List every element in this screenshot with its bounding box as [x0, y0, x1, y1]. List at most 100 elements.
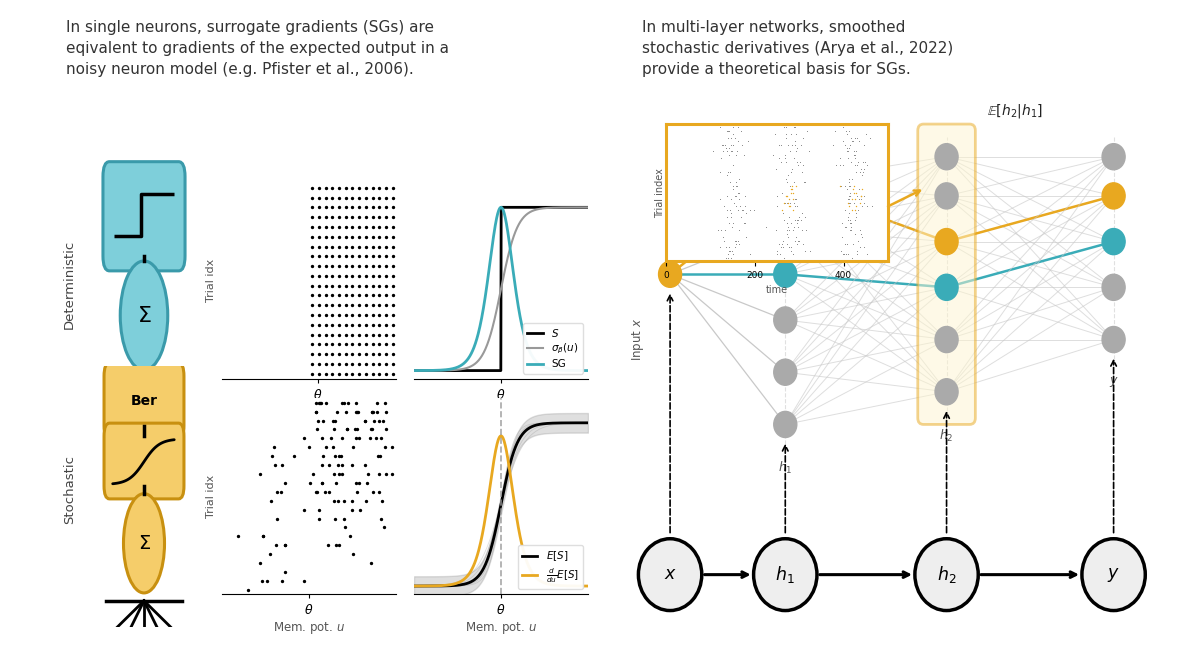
Point	[835, 204, 854, 215]
X-axis label: Mem. pot. $u$: Mem. pot. $u$	[274, 620, 344, 636]
Circle shape	[120, 261, 168, 370]
Point	[846, 212, 865, 222]
Text: $\mathbb{E}[h_2|h_1]$: $\mathbb{E}[h_2|h_1]$	[986, 102, 1043, 120]
Point	[778, 239, 797, 249]
Point	[732, 212, 751, 222]
FancyBboxPatch shape	[918, 124, 976, 424]
Point	[722, 246, 742, 256]
$\frac{d}{du}E[S]$	[577, 582, 592, 590]
Point	[846, 160, 865, 170]
Point	[787, 218, 806, 229]
Point	[724, 249, 743, 259]
Text: Ber: Ber	[131, 394, 157, 408]
Point	[794, 239, 814, 249]
$\frac{d}{du}E[S]$	[550, 581, 564, 589]
Point	[839, 195, 858, 205]
Point	[848, 157, 868, 167]
Point	[792, 167, 811, 178]
Point	[797, 225, 816, 236]
Point	[703, 146, 722, 157]
Text: $x$: $x$	[664, 566, 677, 583]
Point	[719, 246, 738, 256]
Point	[780, 180, 799, 191]
Point	[858, 160, 877, 170]
Point	[718, 125, 737, 136]
Point	[728, 204, 748, 215]
Point	[775, 150, 794, 160]
Point	[719, 167, 738, 178]
Circle shape	[935, 229, 958, 255]
Point	[846, 167, 865, 178]
$\sigma_\beta(u)$	[490, 306, 504, 314]
Point	[730, 187, 749, 198]
Point	[786, 195, 805, 205]
Point	[725, 242, 744, 253]
Circle shape	[774, 170, 797, 196]
Point	[792, 208, 811, 218]
$E[S]$	[491, 517, 505, 524]
Point	[718, 212, 737, 222]
X-axis label: Mem. pot. $u$: Mem. pot. $u$	[466, 620, 536, 636]
SG	[511, 300, 526, 308]
Point	[839, 143, 858, 153]
Point	[775, 215, 794, 225]
$\frac{d}{du}E[S]$	[491, 438, 505, 445]
Point	[769, 140, 788, 150]
Point	[712, 153, 731, 164]
Point	[844, 184, 863, 195]
SG	[490, 214, 504, 222]
Point	[850, 195, 869, 205]
$E[S]$	[581, 419, 595, 427]
Point	[839, 198, 858, 208]
Point	[767, 191, 786, 201]
Circle shape	[754, 539, 817, 611]
Point	[782, 180, 802, 191]
Point	[792, 225, 811, 236]
Point	[770, 249, 790, 259]
Point	[733, 204, 752, 215]
Point	[844, 239, 863, 249]
Point	[785, 195, 804, 205]
Point	[767, 225, 786, 236]
Line: $S$: $S$	[414, 208, 588, 370]
Point	[773, 239, 792, 249]
Point	[720, 177, 739, 187]
Circle shape	[1102, 144, 1126, 170]
Point	[774, 208, 793, 218]
Point	[776, 133, 796, 143]
Point	[845, 153, 864, 164]
Point	[790, 157, 809, 167]
Point	[840, 177, 859, 187]
Circle shape	[774, 215, 797, 242]
Point	[844, 136, 863, 146]
Point	[716, 253, 736, 263]
Point	[840, 198, 859, 208]
$\frac{d}{du}E[S]$	[581, 582, 595, 590]
Point	[784, 222, 803, 232]
Point	[834, 249, 853, 259]
Text: Stochastic: Stochastic	[64, 455, 76, 524]
Point	[781, 242, 800, 253]
Point	[719, 143, 738, 153]
Text: $h_1$: $h_1$	[775, 564, 796, 585]
Point	[836, 222, 856, 232]
Point	[790, 212, 809, 222]
Point	[782, 140, 802, 150]
Point	[779, 242, 798, 253]
Point	[722, 222, 742, 232]
SG	[493, 204, 508, 212]
Point	[860, 133, 880, 143]
Point	[836, 146, 856, 157]
Point	[839, 146, 858, 157]
Point	[842, 136, 862, 146]
Circle shape	[935, 144, 958, 170]
Point	[776, 174, 796, 184]
Point	[852, 163, 871, 174]
Circle shape	[1102, 326, 1126, 353]
Point	[823, 140, 842, 150]
Point	[826, 125, 845, 136]
Point	[785, 198, 804, 208]
$S$	[550, 204, 564, 212]
Point	[857, 129, 876, 140]
Point	[782, 180, 802, 191]
